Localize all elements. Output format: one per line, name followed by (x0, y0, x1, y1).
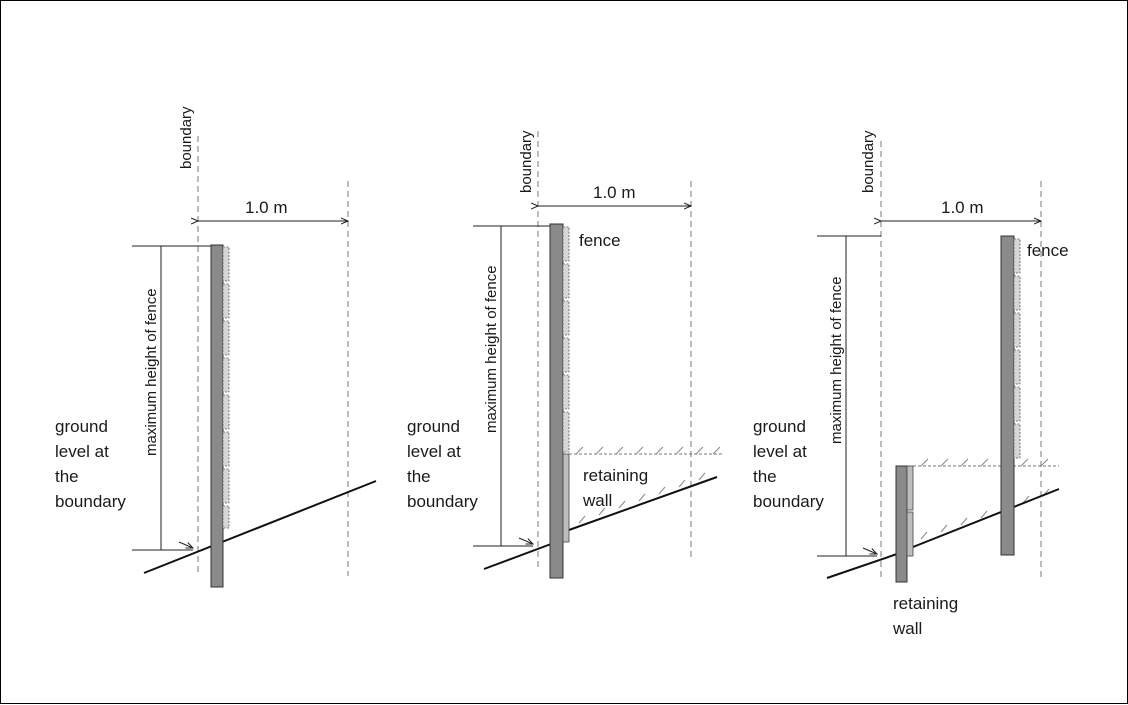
boundary-label: boundary (860, 130, 877, 193)
ground-label: ground level at the boundary (753, 417, 824, 511)
ground-label: ground level at the boundary (407, 417, 478, 511)
ground-line-high (568, 476, 718, 531)
retaining-wall (906, 465, 914, 511)
fence-label: fence (1027, 241, 1069, 260)
retaining-wall (562, 453, 570, 543)
fence-panels (562, 226, 570, 453)
retaining-wall-lower (906, 511, 914, 557)
distance-label: 1.0 m (593, 183, 636, 202)
height-label: maximum height of fence (828, 276, 845, 444)
fence-panels (1013, 238, 1021, 459)
retained-soil-hatch (569, 446, 723, 524)
panel-3: boundary 1.0 m maximum height of fence g… (753, 130, 1069, 638)
distance-label: 1.0 m (245, 198, 288, 217)
ground-line-low (483, 543, 552, 570)
ground-pointer (518, 537, 533, 544)
ground-pointer (178, 541, 193, 548)
boundary-label: boundary (178, 106, 195, 169)
fence-label: fence (579, 231, 621, 250)
panel-2: boundary 1.0 m maximum height of fence g… (407, 130, 723, 579)
fence-panels (222, 246, 230, 529)
distance-label: 1.0 m (941, 198, 984, 217)
wall-label: retaining wall (892, 594, 963, 638)
ground-line-low (826, 553, 898, 579)
boundary-label: boundary (518, 130, 535, 193)
fence-post (549, 223, 564, 579)
height-label: maximum height of fence (143, 288, 160, 456)
ground-line-high (912, 488, 1060, 548)
ground-pointer (862, 547, 877, 554)
retaining-wall-post (895, 465, 908, 583)
fence-post (1000, 235, 1015, 556)
ground-line (143, 480, 377, 574)
wall-label: retaining wall (582, 466, 653, 510)
fence-post (210, 244, 224, 588)
height-label: maximum height of fence (483, 265, 500, 433)
ground-label: ground level at the boundary (55, 417, 126, 511)
panel-1: boundary 1.0 m maximum height of fence g… (55, 106, 377, 588)
retained-soil-hatch (913, 458, 1059, 540)
